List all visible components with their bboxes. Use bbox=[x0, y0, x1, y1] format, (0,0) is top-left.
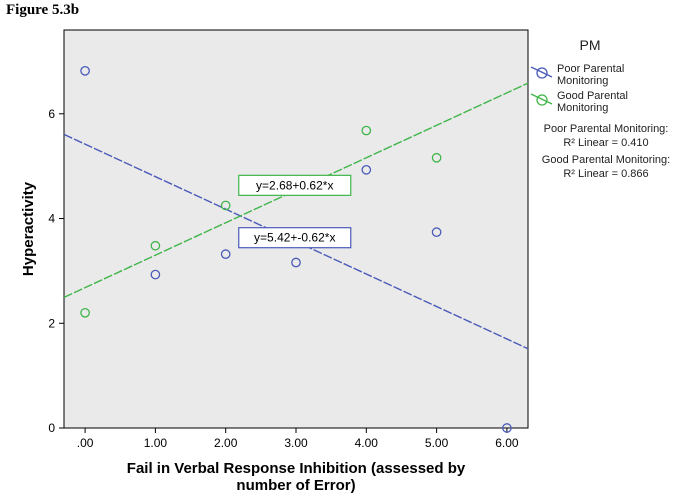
poor-data-point bbox=[220, 249, 231, 259]
x-tick-label: 4.00 bbox=[355, 436, 379, 450]
good-equation-text: y=2.68+0.62*x bbox=[256, 178, 333, 192]
x-tick-label: 6.00 bbox=[495, 436, 519, 450]
poor-equation-box: y=5.42+-0.62*x bbox=[238, 227, 352, 249]
legend-good-label-2: Monitoring bbox=[557, 102, 608, 114]
x-tick-label: .00 bbox=[77, 436, 94, 450]
x-tick-label: 1.00 bbox=[144, 436, 168, 450]
y-tick-label: 0 bbox=[48, 421, 55, 435]
poor-data-point bbox=[80, 65, 90, 76]
good-equation-box: y=2.68+0.62*x bbox=[238, 174, 352, 196]
good-data-point bbox=[80, 307, 90, 318]
legend-good-marker bbox=[536, 94, 548, 106]
x-axis-title-line1: Fail in Verbal Response Inhibition (asse… bbox=[127, 460, 466, 477]
y-tick-label: 6 bbox=[48, 107, 55, 121]
x-tick-label: 2.00 bbox=[214, 436, 238, 450]
legend-good-line bbox=[530, 93, 553, 105]
y-tick-label: 2 bbox=[48, 316, 55, 330]
good-r2-line1: Good Parental Monitoring: bbox=[542, 154, 670, 166]
legend-poor-label-1: Poor Parental bbox=[557, 63, 624, 75]
poor-r2-line1: Poor Parental Monitoring: bbox=[544, 123, 669, 135]
legend-poor-line bbox=[530, 66, 553, 78]
legend-item-poor: Poor Parental Monitoring bbox=[530, 63, 624, 87]
poor-data-point bbox=[361, 164, 372, 175]
good-data-point bbox=[150, 240, 161, 251]
poor-equation-text: y=5.42+-0.62*x bbox=[254, 231, 335, 245]
legend-good-label-1: Good Parental bbox=[557, 90, 628, 102]
poor-data-point bbox=[150, 269, 161, 280]
x-tick-label: 5.00 bbox=[425, 436, 449, 450]
good-data-point bbox=[220, 200, 231, 211]
legend-poor-marker bbox=[536, 67, 548, 79]
poor-equation-frame bbox=[238, 227, 352, 249]
poor-data-point bbox=[291, 257, 301, 268]
good-data-point bbox=[431, 152, 442, 163]
good-data-point bbox=[361, 125, 372, 136]
legend-item-good: Good Parental Monitoring bbox=[530, 90, 628, 114]
y-axis-title: Hyperactivity bbox=[20, 181, 37, 276]
good-equation-frame bbox=[238, 174, 352, 196]
y-tick-label: 4 bbox=[48, 212, 55, 226]
x-axis-title-line2: number of Error) bbox=[236, 477, 355, 494]
good-r2-line2: R² Linear = 0.866 bbox=[563, 168, 648, 180]
x-tick-label: 3.00 bbox=[284, 436, 308, 450]
figure-label: Figure 5.3b bbox=[6, 2, 80, 18]
legend-poor-label-2: Monitoring bbox=[557, 75, 608, 87]
poor-data-point bbox=[502, 423, 512, 433]
poor-r2-line2: R² Linear = 0.410 bbox=[563, 137, 648, 149]
poor-data-point bbox=[431, 227, 442, 237]
legend-title: PM bbox=[580, 37, 601, 53]
